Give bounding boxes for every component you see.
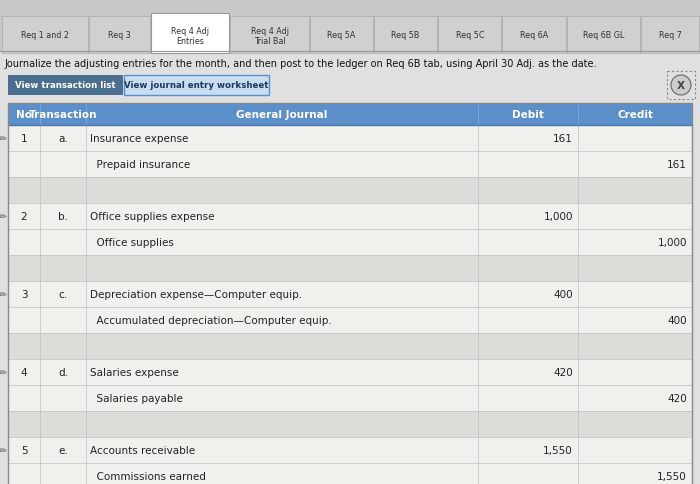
Bar bbox=[8, 104, 692, 484]
Bar bbox=[438, 17, 501, 54]
Bar bbox=[90, 17, 150, 54]
Bar bbox=[8, 281, 692, 307]
Bar bbox=[8, 437, 692, 463]
Bar bbox=[0, 0, 700, 52]
Text: Req 1 and 2: Req 1 and 2 bbox=[21, 31, 69, 41]
Bar bbox=[8, 307, 692, 333]
Bar bbox=[8, 411, 692, 437]
Bar bbox=[124, 76, 269, 96]
Text: ✏: ✏ bbox=[0, 212, 7, 222]
Text: View journal entry worksheet: View journal entry worksheet bbox=[125, 81, 269, 91]
Bar bbox=[8, 76, 123, 96]
Text: 420: 420 bbox=[667, 393, 687, 403]
Text: Salaries payable: Salaries payable bbox=[90, 393, 183, 403]
Text: 4: 4 bbox=[21, 367, 27, 377]
Text: 1,000: 1,000 bbox=[657, 238, 687, 247]
Text: 400: 400 bbox=[667, 316, 687, 325]
Text: Prepaid insurance: Prepaid insurance bbox=[90, 160, 190, 170]
Bar bbox=[8, 178, 692, 204]
Text: Credit: Credit bbox=[617, 110, 653, 120]
Text: Accounts receivable: Accounts receivable bbox=[90, 445, 195, 455]
Bar bbox=[8, 256, 692, 281]
Text: ✏: ✏ bbox=[0, 367, 7, 377]
Circle shape bbox=[671, 76, 691, 96]
Bar bbox=[8, 104, 692, 126]
Text: Entries: Entries bbox=[176, 36, 204, 45]
Text: 1: 1 bbox=[21, 134, 27, 144]
Text: Debit: Debit bbox=[512, 110, 544, 120]
Text: Req 5B: Req 5B bbox=[391, 31, 420, 41]
Text: Depreciation expense—Computer equip.: Depreciation expense—Computer equip. bbox=[90, 289, 302, 300]
Bar bbox=[374, 17, 438, 54]
Text: 2: 2 bbox=[21, 212, 27, 222]
Bar bbox=[641, 17, 699, 54]
Bar bbox=[667, 72, 695, 100]
Text: X: X bbox=[677, 81, 685, 91]
Bar bbox=[8, 463, 692, 484]
Bar bbox=[8, 359, 692, 385]
Text: Req 4 Adj: Req 4 Adj bbox=[251, 27, 288, 35]
Bar bbox=[0, 52, 700, 484]
Text: 161: 161 bbox=[553, 134, 573, 144]
Bar bbox=[2, 17, 88, 54]
Text: Req 5C: Req 5C bbox=[456, 31, 484, 41]
Text: Accumulated depreciation—Computer equip.: Accumulated depreciation—Computer equip. bbox=[90, 316, 332, 325]
Text: Transaction: Transaction bbox=[29, 110, 97, 120]
Text: ✏: ✏ bbox=[0, 289, 7, 300]
Text: ✏: ✏ bbox=[0, 134, 7, 144]
Bar bbox=[8, 333, 692, 359]
Text: Salaries expense: Salaries expense bbox=[90, 367, 178, 377]
Bar bbox=[8, 151, 692, 178]
Text: No: No bbox=[16, 110, 32, 120]
Text: ✏: ✏ bbox=[0, 445, 7, 455]
Text: Journalize the adjusting entries for the month, and then post to the ledger on R: Journalize the adjusting entries for the… bbox=[4, 59, 596, 69]
Text: 400: 400 bbox=[554, 289, 573, 300]
Text: Trial Bal: Trial Bal bbox=[254, 36, 286, 45]
Text: c.: c. bbox=[58, 289, 68, 300]
Text: General Journal: General Journal bbox=[237, 110, 328, 120]
Bar bbox=[230, 17, 309, 54]
Text: Req 6A: Req 6A bbox=[520, 31, 548, 41]
Bar bbox=[566, 17, 640, 54]
Text: Req 6B GL: Req 6B GL bbox=[582, 31, 624, 41]
Text: e.: e. bbox=[58, 445, 68, 455]
Text: 161: 161 bbox=[667, 160, 687, 170]
Bar bbox=[8, 126, 692, 151]
Text: 3: 3 bbox=[21, 289, 27, 300]
Text: Office supplies: Office supplies bbox=[90, 238, 174, 247]
Text: 1,000: 1,000 bbox=[543, 212, 573, 222]
Text: Req 4 Adj: Req 4 Adj bbox=[171, 27, 209, 35]
Text: Req 7: Req 7 bbox=[659, 31, 681, 41]
Text: b.: b. bbox=[58, 212, 68, 222]
Text: Req 3: Req 3 bbox=[108, 31, 131, 41]
Text: Commissions earned: Commissions earned bbox=[90, 471, 206, 481]
Text: 1,550: 1,550 bbox=[543, 445, 573, 455]
Text: 420: 420 bbox=[553, 367, 573, 377]
Text: View transaction list: View transaction list bbox=[15, 81, 116, 91]
Text: Insurance expense: Insurance expense bbox=[90, 134, 188, 144]
Text: d.: d. bbox=[58, 367, 68, 377]
Text: a.: a. bbox=[58, 134, 68, 144]
Bar bbox=[310, 17, 373, 54]
Bar bbox=[8, 229, 692, 256]
Text: Office supplies expense: Office supplies expense bbox=[90, 212, 214, 222]
Bar bbox=[150, 14, 230, 54]
Bar bbox=[8, 385, 692, 411]
Text: 5: 5 bbox=[21, 445, 27, 455]
Text: Req 5A: Req 5A bbox=[328, 31, 356, 41]
Bar bbox=[503, 17, 566, 54]
Text: 1,550: 1,550 bbox=[657, 471, 687, 481]
Bar bbox=[8, 204, 692, 229]
